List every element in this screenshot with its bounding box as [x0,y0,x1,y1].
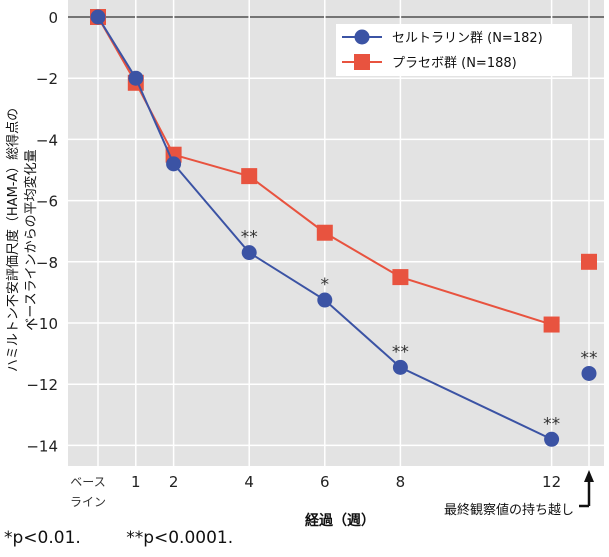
footnote-double: **p<0.0001. [126,528,234,548]
legend-box [336,24,572,76]
y-tick-label: −14 [26,437,58,455]
x-tick-label: ベース [70,475,105,489]
legend-label: プラセボ群 (N=188) [392,56,517,71]
x-axis-label: 経過（週） [305,512,375,529]
data-point [128,70,144,86]
legend-marker [354,29,370,45]
legend-label: セルトラリン群 (N=182) [392,31,543,46]
significance-label: ** [581,348,598,368]
x-tick-label: 12 [542,473,561,491]
y-tick-label: 0 [48,9,58,27]
significance-label: ** [543,414,560,434]
data-point [166,156,182,172]
y-tick-label: −10 [26,315,58,333]
data-point [317,292,333,308]
x-tick-label: 8 [396,473,406,491]
y-tick-label: −12 [26,376,58,394]
y-tick-label: −2 [36,70,58,88]
y-tick-label: −6 [36,193,58,211]
y-tick-label: −8 [36,254,58,272]
significance-label: ** [392,342,409,362]
data-point [544,431,560,447]
x-tick-label: 4 [244,473,254,491]
footnotes: *p<0.01. **p<0.0001. [4,528,273,548]
y-axis-label: ハミルトン不安評価尺度（HAM-A）総得点の [5,108,21,372]
data-point [543,316,560,333]
data-point [392,269,409,286]
x-tick-label: 2 [169,473,179,491]
x-tick-label: 1 [131,473,141,491]
data-point [241,168,258,185]
data-point [392,359,408,375]
significance-label: ** [241,228,258,248]
significance-label: * [321,275,330,295]
x-tick-label: 6 [320,473,330,491]
data-point [581,365,597,381]
locf-label: 最終観察値の持ち越し [444,502,574,518]
x-tick-label: ライン [70,495,106,509]
data-point [581,253,597,270]
data-point [241,245,257,261]
y-axis-label: ベースラインからの平均変化量 [23,149,39,330]
locf-arrow-head [584,470,594,482]
data-point [90,9,106,25]
legend-marker [354,54,370,70]
data-point [316,224,333,241]
footnote-single: *p<0.01. [4,528,81,548]
y-tick-label: −4 [36,131,58,149]
